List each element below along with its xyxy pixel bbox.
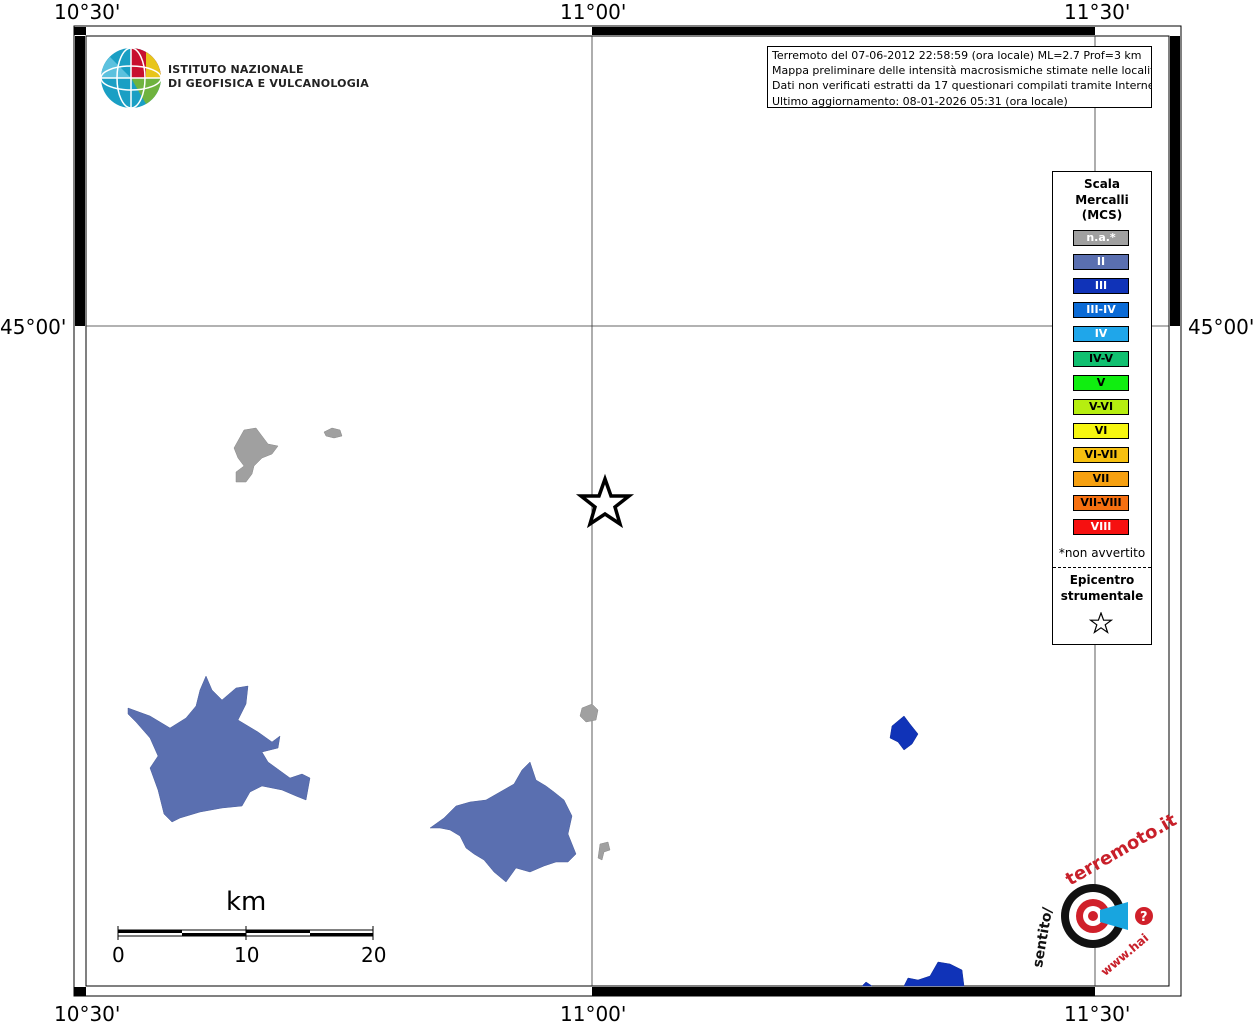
event-info-line-3: Dati non verificati estratti da 17 quest…: [772, 79, 1152, 93]
legend-epicenter-line-2: strumentale: [1060, 589, 1144, 603]
haisentito-logo-icon: ?: [1061, 884, 1153, 948]
lon-label-top-1: 10°30': [54, 0, 121, 24]
legend-swatch: III-IV: [1073, 302, 1129, 319]
scale-bar-unit: km: [226, 887, 267, 917]
lon-label-bottom-3: 11°30': [1064, 1002, 1131, 1026]
ingv-logo-line2: DI GEOFISICA E VULCANOLOGIA: [168, 77, 369, 90]
legend-swatch: n.a.*: [1073, 230, 1129, 246]
area-ii-2: [429, 761, 577, 883]
lat-label-left: 45°00': [0, 315, 67, 339]
event-info-line-4: Ultimo aggiornamento: 08-01-2026 05:31 (…: [772, 94, 1068, 108]
event-info-box: Terremoto del 07-06-2012 22:58:59 (ora l…: [767, 46, 1152, 108]
legend-swatch: VII: [1073, 471, 1129, 487]
legend-swatch: II: [1073, 254, 1129, 271]
legend-swatch: VII-VIII: [1073, 495, 1129, 512]
scale-bar-seg-2: [182, 933, 246, 936]
border-bar-top-left: [74, 27, 86, 35]
legend-epicenter-label: Epicentro strumentale: [1053, 572, 1151, 604]
legend-swatch: VI-VII: [1073, 446, 1129, 463]
legend-swatch: III: [1073, 278, 1129, 295]
ingv-logo-text: ISTITUTO NAZIONALE DI GEOFISICA E VULCAN…: [168, 63, 369, 91]
area-na-4: [597, 841, 611, 861]
area-ii-1: [127, 675, 311, 823]
lon-label-top-3: 11°30': [1064, 0, 1131, 24]
map-frame: [73, 25, 1182, 997]
legend-swatch: V: [1073, 374, 1129, 391]
legend-title-line-1: Scala: [1083, 177, 1121, 191]
legend-title-line-3: (MCS): [1081, 208, 1123, 222]
border-bar-right: [1170, 36, 1180, 326]
ingv-globe-icon: [100, 47, 162, 109]
legend-title-line-2: Mercalli: [1075, 192, 1129, 207]
svg-text:?: ?: [1140, 910, 1148, 925]
lon-label-top-2: 11°00': [560, 0, 627, 24]
lon-label-bottom-1: 10°30': [54, 1002, 121, 1026]
legend-swatch: IV-V: [1073, 350, 1129, 367]
mcs-legend: Scala Mercalli (MCS) n.a.* II III III-IV IV I…: [1052, 171, 1152, 645]
ingv-logo-line1: ISTITUTO NAZIONALE: [168, 63, 304, 76]
scale-bar-seg-4: [310, 933, 373, 936]
scale-bar-label-20: 20: [361, 943, 387, 967]
border-bar-bottom: [592, 987, 1095, 996]
legend-swatch: IV: [1073, 326, 1129, 343]
epicenter-star-icon: [575, 473, 635, 529]
area-na-2: [323, 427, 343, 439]
scale-bar-label-0: 0: [112, 943, 125, 967]
area-na-3: [579, 703, 599, 723]
area-iii-2: [903, 961, 965, 987]
map-inner-frame: [85, 35, 1170, 987]
legend-swatch: VI: [1073, 422, 1129, 439]
border-bar-left: [75, 36, 85, 326]
event-info-line-2: Mappa preliminare delle intensità macros…: [772, 64, 1152, 78]
legend-note: *non avvertito: [1058, 546, 1146, 560]
legend-epicenter-line-1: Epicentro: [1069, 573, 1135, 587]
event-info-line-1: Terremoto del 07-06-2012 22:58:59 (ora l…: [772, 49, 1142, 62]
lat-label-right: 45°00': [1188, 315, 1254, 339]
border-bar-top: [592, 27, 1095, 35]
border-bar-bottom-left: [74, 987, 86, 996]
area-iii-1: [889, 715, 919, 751]
legend-swatch: VIII: [1073, 519, 1129, 536]
area-iii-3: [861, 981, 873, 987]
legend-swatch: V-VI: [1073, 398, 1129, 415]
legend-title: Scala Mercalli (MCS): [1053, 177, 1151, 224]
area-na-1: [233, 427, 279, 483]
legend-separator: [1053, 567, 1151, 568]
scale-bar-seg-1: [118, 930, 182, 933]
scale-bar-seg-3: [246, 930, 310, 933]
lon-label-bottom-2: 11°00': [560, 1002, 627, 1026]
legend-star-icon: [1089, 612, 1113, 634]
scale-bar-label-10: 10: [234, 943, 260, 967]
